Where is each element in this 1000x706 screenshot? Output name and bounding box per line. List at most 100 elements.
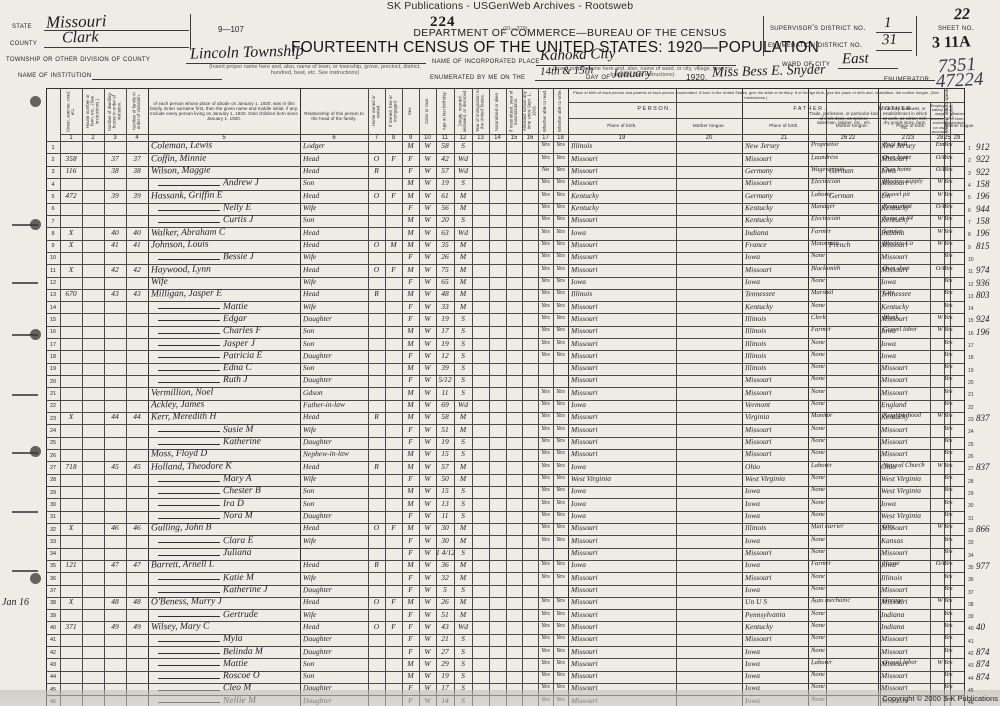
cell-name: Coleman, Lewis bbox=[150, 140, 213, 152]
row-number: 19 bbox=[49, 366, 57, 373]
cell-name: Ira D bbox=[222, 498, 244, 509]
cell-race: W bbox=[424, 215, 431, 225]
cell-person-birthplace: Missouri bbox=[570, 165, 598, 176]
name-ditto-dash bbox=[158, 677, 220, 679]
cell-speaks-english: Yes bbox=[944, 326, 953, 334]
grid-line-h bbox=[46, 436, 964, 438]
cell-race: W bbox=[424, 535, 431, 545]
name-ditto-dash bbox=[158, 579, 220, 581]
cell-write: Yes bbox=[556, 338, 565, 346]
grid-line-v bbox=[568, 88, 569, 706]
cell-father-birthplace: Missouri bbox=[744, 387, 772, 397]
grid-line-v bbox=[808, 88, 809, 706]
enumeration-district-label: ENUMERATION DISTRICT NO. bbox=[768, 40, 863, 49]
grid-line-h bbox=[46, 584, 964, 586]
cell-marital: S bbox=[461, 215, 465, 225]
cell-name: Vermillion, Noel bbox=[150, 387, 214, 399]
cell-mortgage: F bbox=[391, 597, 396, 607]
cell-person-birthplace: Kentucky bbox=[570, 202, 599, 213]
cell-write: Yes bbox=[556, 301, 565, 309]
cell-person-birthplace: Kentucky bbox=[570, 190, 599, 200]
cell-age: 15 bbox=[441, 486, 449, 496]
row-number: 10 bbox=[49, 255, 57, 262]
cell-father-birthplace: Iowa bbox=[744, 671, 761, 681]
cell-occupation: Clerk bbox=[810, 313, 826, 321]
cell-person-birthplace: Missouri bbox=[570, 338, 598, 348]
cell-occupation: None bbox=[810, 572, 825, 580]
cell-father-birthplace: Missouri bbox=[744, 178, 772, 188]
cell-industry: Natural Church bbox=[882, 461, 925, 470]
cell-write: Yes bbox=[556, 683, 565, 691]
cell-marital: S bbox=[461, 449, 465, 459]
ward-label: WARD OF CITY bbox=[782, 59, 831, 68]
watermark-banner: SK Publications - USGenWeb Archives - Ro… bbox=[386, 0, 634, 12]
cell-person-birthplace: Iowa bbox=[570, 461, 587, 471]
cell-age: 58 bbox=[441, 141, 449, 151]
cell-father-birthplace: Illinois bbox=[744, 338, 767, 348]
cell-race: W bbox=[424, 301, 431, 311]
cell-name: Katie M bbox=[222, 572, 254, 583]
cell-marital: M bbox=[459, 276, 467, 286]
cell-age: 30 bbox=[441, 523, 449, 533]
margin-code: 158 bbox=[976, 178, 990, 189]
cell-class: W bbox=[937, 658, 943, 666]
cell-write: Yes bbox=[556, 511, 565, 518]
cell-read: Yes bbox=[541, 658, 550, 666]
column-number: 19 bbox=[618, 134, 626, 141]
row-number: 33 bbox=[49, 538, 57, 545]
cell-father-birthplace: Iowa bbox=[744, 510, 761, 521]
grid-line-h bbox=[46, 461, 964, 463]
col-header-street: Street, avenue, road, etc. bbox=[65, 90, 75, 132]
cell-mother-birthplace: Missouri bbox=[880, 387, 908, 397]
cell-sex: F bbox=[408, 683, 413, 693]
cell-dwelling: 37 bbox=[111, 153, 119, 163]
cell-race: W bbox=[424, 498, 431, 508]
cell-name: Bessie J bbox=[222, 252, 254, 263]
cell-street: 116 bbox=[65, 166, 77, 176]
cell-occupation: Laundress bbox=[810, 153, 839, 161]
cell-write: Yes bbox=[556, 252, 565, 260]
cell-street: 670 bbox=[65, 289, 77, 299]
cell-name: Juliana bbox=[222, 547, 252, 559]
cell-relation: Daughter bbox=[302, 633, 332, 644]
cell-speaks-english: Yes bbox=[944, 190, 953, 198]
cell-name: Roscoe O bbox=[222, 670, 260, 682]
name-ditto-dash bbox=[158, 542, 220, 544]
cell-read: Yes bbox=[541, 572, 550, 580]
name-ditto-dash bbox=[158, 184, 220, 186]
margin-index: 28 bbox=[968, 478, 974, 485]
name-ditto-dash bbox=[158, 221, 220, 223]
grid-line-v bbox=[126, 88, 127, 706]
name-ditto-dash bbox=[158, 332, 220, 334]
cell-mortgage: F bbox=[391, 153, 396, 163]
cell-speaks-english: Yes bbox=[944, 671, 953, 679]
cell-class: W bbox=[937, 461, 943, 469]
column-number: 29 bbox=[953, 134, 961, 141]
cell-industry: Gravel labor bbox=[882, 658, 918, 667]
cell-father-birthplace: Missouri bbox=[744, 547, 772, 558]
cell-occupation: None bbox=[810, 671, 825, 679]
cell-relation: Lodger bbox=[302, 141, 325, 151]
cell-speaks-english: Yes bbox=[944, 239, 953, 247]
cell-family: 39 bbox=[133, 190, 141, 200]
cell-sex: M bbox=[407, 412, 414, 422]
cell-person-birthplace: Iowa bbox=[570, 486, 587, 496]
cell-person-birthplace: Iowa bbox=[570, 227, 587, 237]
cell-sex: M bbox=[407, 264, 414, 274]
cell-person-birthplace: Missouri bbox=[570, 215, 598, 225]
cell-occupation: None bbox=[810, 510, 825, 519]
cell-read: Yes bbox=[541, 264, 550, 272]
cell-father-birthplace: Indiana bbox=[744, 227, 769, 237]
cell-race: W bbox=[424, 609, 431, 619]
cell-mother-birthplace: England bbox=[880, 399, 907, 410]
cell-marital: M bbox=[459, 474, 467, 484]
cell-person-birthplace: Missouri bbox=[570, 424, 598, 434]
cell-race: W bbox=[424, 646, 431, 656]
grid-line-h bbox=[46, 350, 964, 352]
cell-relation: Daughter bbox=[302, 646, 332, 656]
column-number: 12 bbox=[459, 134, 467, 141]
cell-read: Yes bbox=[541, 609, 550, 617]
cell-sex: M bbox=[407, 560, 414, 570]
cell-person-birthplace: Missouri bbox=[570, 449, 598, 459]
cell-sex: M bbox=[407, 215, 414, 225]
